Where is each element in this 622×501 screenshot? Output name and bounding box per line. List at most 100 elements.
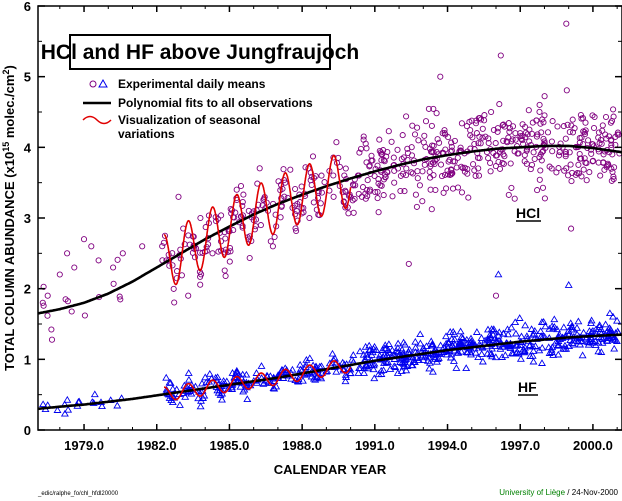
hf-point (554, 350, 563, 358)
hcl-point (533, 117, 540, 124)
hcl-point (528, 161, 536, 168)
hf-point (496, 345, 505, 352)
hcl-point (485, 139, 492, 147)
hcl-point (363, 186, 370, 194)
hf-point (545, 349, 554, 356)
hf-point (252, 379, 261, 386)
hcl-point (409, 170, 416, 177)
hf-point (516, 341, 525, 348)
hcl-point (71, 264, 78, 271)
hcl-point (600, 151, 607, 158)
hcl-point (477, 116, 485, 123)
hf-point (554, 341, 563, 349)
hcl-point (117, 296, 124, 303)
hcl-point (599, 122, 606, 129)
hcl-point (400, 154, 407, 161)
hcl-point (380, 147, 387, 154)
hf-point (550, 323, 559, 330)
hf-point (354, 369, 363, 376)
hcl-point (563, 165, 570, 172)
y-tick-label: 3 (24, 211, 31, 226)
hcl-point (508, 184, 515, 191)
hcl-point (379, 151, 386, 158)
hf-point (408, 361, 417, 369)
hcl-point (458, 189, 466, 196)
hcl-point (539, 149, 546, 156)
hf-point (377, 370, 386, 377)
hf-point (227, 383, 236, 391)
hf-point (494, 270, 503, 278)
hcl-point (539, 184, 547, 191)
hcl-point (586, 169, 593, 176)
hcl-point (444, 171, 452, 178)
x-tick-label: 1997.0 (500, 438, 540, 453)
seasonal-layer (163, 154, 352, 401)
hcl-point (610, 173, 617, 180)
hcl-point (279, 185, 286, 192)
hcl-point (477, 140, 484, 147)
hcl-point (401, 188, 408, 195)
hcl-point (391, 179, 398, 186)
hcl-point (457, 144, 464, 151)
hf-point (201, 373, 210, 381)
hcl-point (352, 182, 359, 189)
hcl-point (568, 178, 575, 185)
hcl-point (590, 124, 598, 132)
hcl-point (610, 106, 617, 113)
hcl-point (428, 122, 435, 129)
hf-point (498, 342, 507, 350)
hcl-point (564, 121, 571, 128)
hcl-point (614, 129, 621, 136)
hf-point (527, 325, 536, 332)
hf-point (428, 340, 437, 348)
hf-point (455, 339, 464, 347)
hf-point (487, 325, 496, 333)
hcl-point (44, 292, 51, 299)
legend-label-fit: Polynomial fits to all observations (118, 96, 313, 110)
hcl-point (281, 193, 288, 200)
hf-point (311, 375, 320, 383)
hcl-point (602, 113, 610, 121)
hf-point (477, 334, 486, 341)
hf-point (458, 334, 467, 341)
hf-point (195, 387, 204, 395)
hcl-point (95, 257, 102, 264)
y-axis-title-end: ) (2, 65, 17, 69)
hf-point (414, 356, 423, 363)
hcl-point (366, 186, 374, 193)
hcl-point (605, 162, 612, 169)
hcl-point (500, 121, 507, 128)
hf-point (288, 365, 297, 373)
hf-point (529, 347, 538, 354)
hcl-point (575, 161, 582, 168)
hcl-point (476, 155, 483, 162)
hcl-point (485, 135, 492, 142)
hf-point (595, 321, 604, 328)
hf-point (402, 366, 411, 374)
x-tick-label: 1985.0 (210, 438, 250, 453)
hcl-point (374, 195, 381, 202)
hcl-point (479, 125, 486, 132)
hcl-point (56, 271, 63, 278)
hcl-point (500, 160, 507, 167)
hf-point (395, 355, 404, 363)
hf-point (585, 338, 594, 346)
hcl-point (500, 137, 507, 144)
hcl-point (360, 133, 367, 140)
hf-point (309, 374, 318, 382)
hcl-point (451, 137, 458, 144)
hcl-point (454, 154, 461, 161)
hf-point (362, 361, 371, 369)
hcl-point (548, 138, 555, 145)
hcl-point (511, 195, 518, 202)
hcl-point (499, 122, 506, 129)
y-axis-title: TOTAL COLUMN ABUNDANCE (x1015 molec./cm2… (1, 65, 17, 371)
hf-point (346, 369, 355, 377)
hcl-point (271, 233, 278, 241)
hcl-point (166, 262, 173, 269)
hcl-point (321, 179, 328, 186)
hf-point (613, 316, 621, 324)
hf-point (218, 395, 226, 403)
hf-point (222, 377, 231, 385)
y-axis-title-exp2: 2 (1, 70, 11, 75)
